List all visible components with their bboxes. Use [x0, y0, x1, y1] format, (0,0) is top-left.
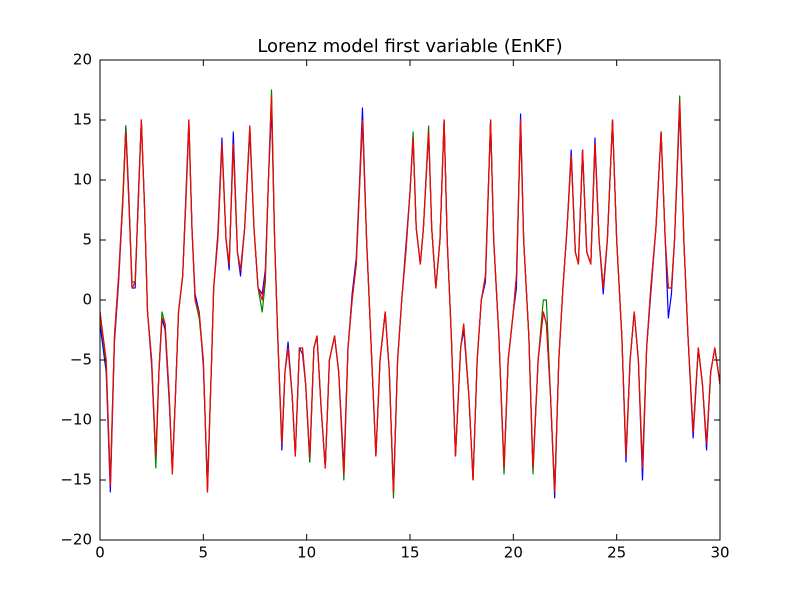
x-tick-label: 0 — [95, 544, 105, 562]
x-tick-label: 10 — [297, 544, 316, 562]
y-tick-label: −20 — [60, 531, 92, 549]
x-tick-label: 25 — [607, 544, 626, 562]
x-tick-label: 5 — [199, 544, 209, 562]
y-tick-label: 10 — [73, 171, 92, 189]
x-tick-label: 20 — [504, 544, 523, 562]
y-tick-label: 0 — [82, 291, 92, 309]
y-tick-label: −5 — [70, 351, 92, 369]
y-tick-label: 5 — [82, 231, 92, 249]
x-tick-label: 30 — [710, 544, 729, 562]
y-tick-label: 20 — [73, 51, 92, 69]
y-tick-label: 15 — [73, 111, 92, 129]
y-tick-label: −15 — [60, 471, 92, 489]
chart-title: Lorenz model first variable (EnKF) — [257, 36, 562, 57]
series-line — [99, 95, 721, 493]
x-tick-label: 15 — [400, 544, 419, 562]
plot-area — [99, 89, 721, 499]
y-tick-label: −10 — [60, 411, 92, 429]
